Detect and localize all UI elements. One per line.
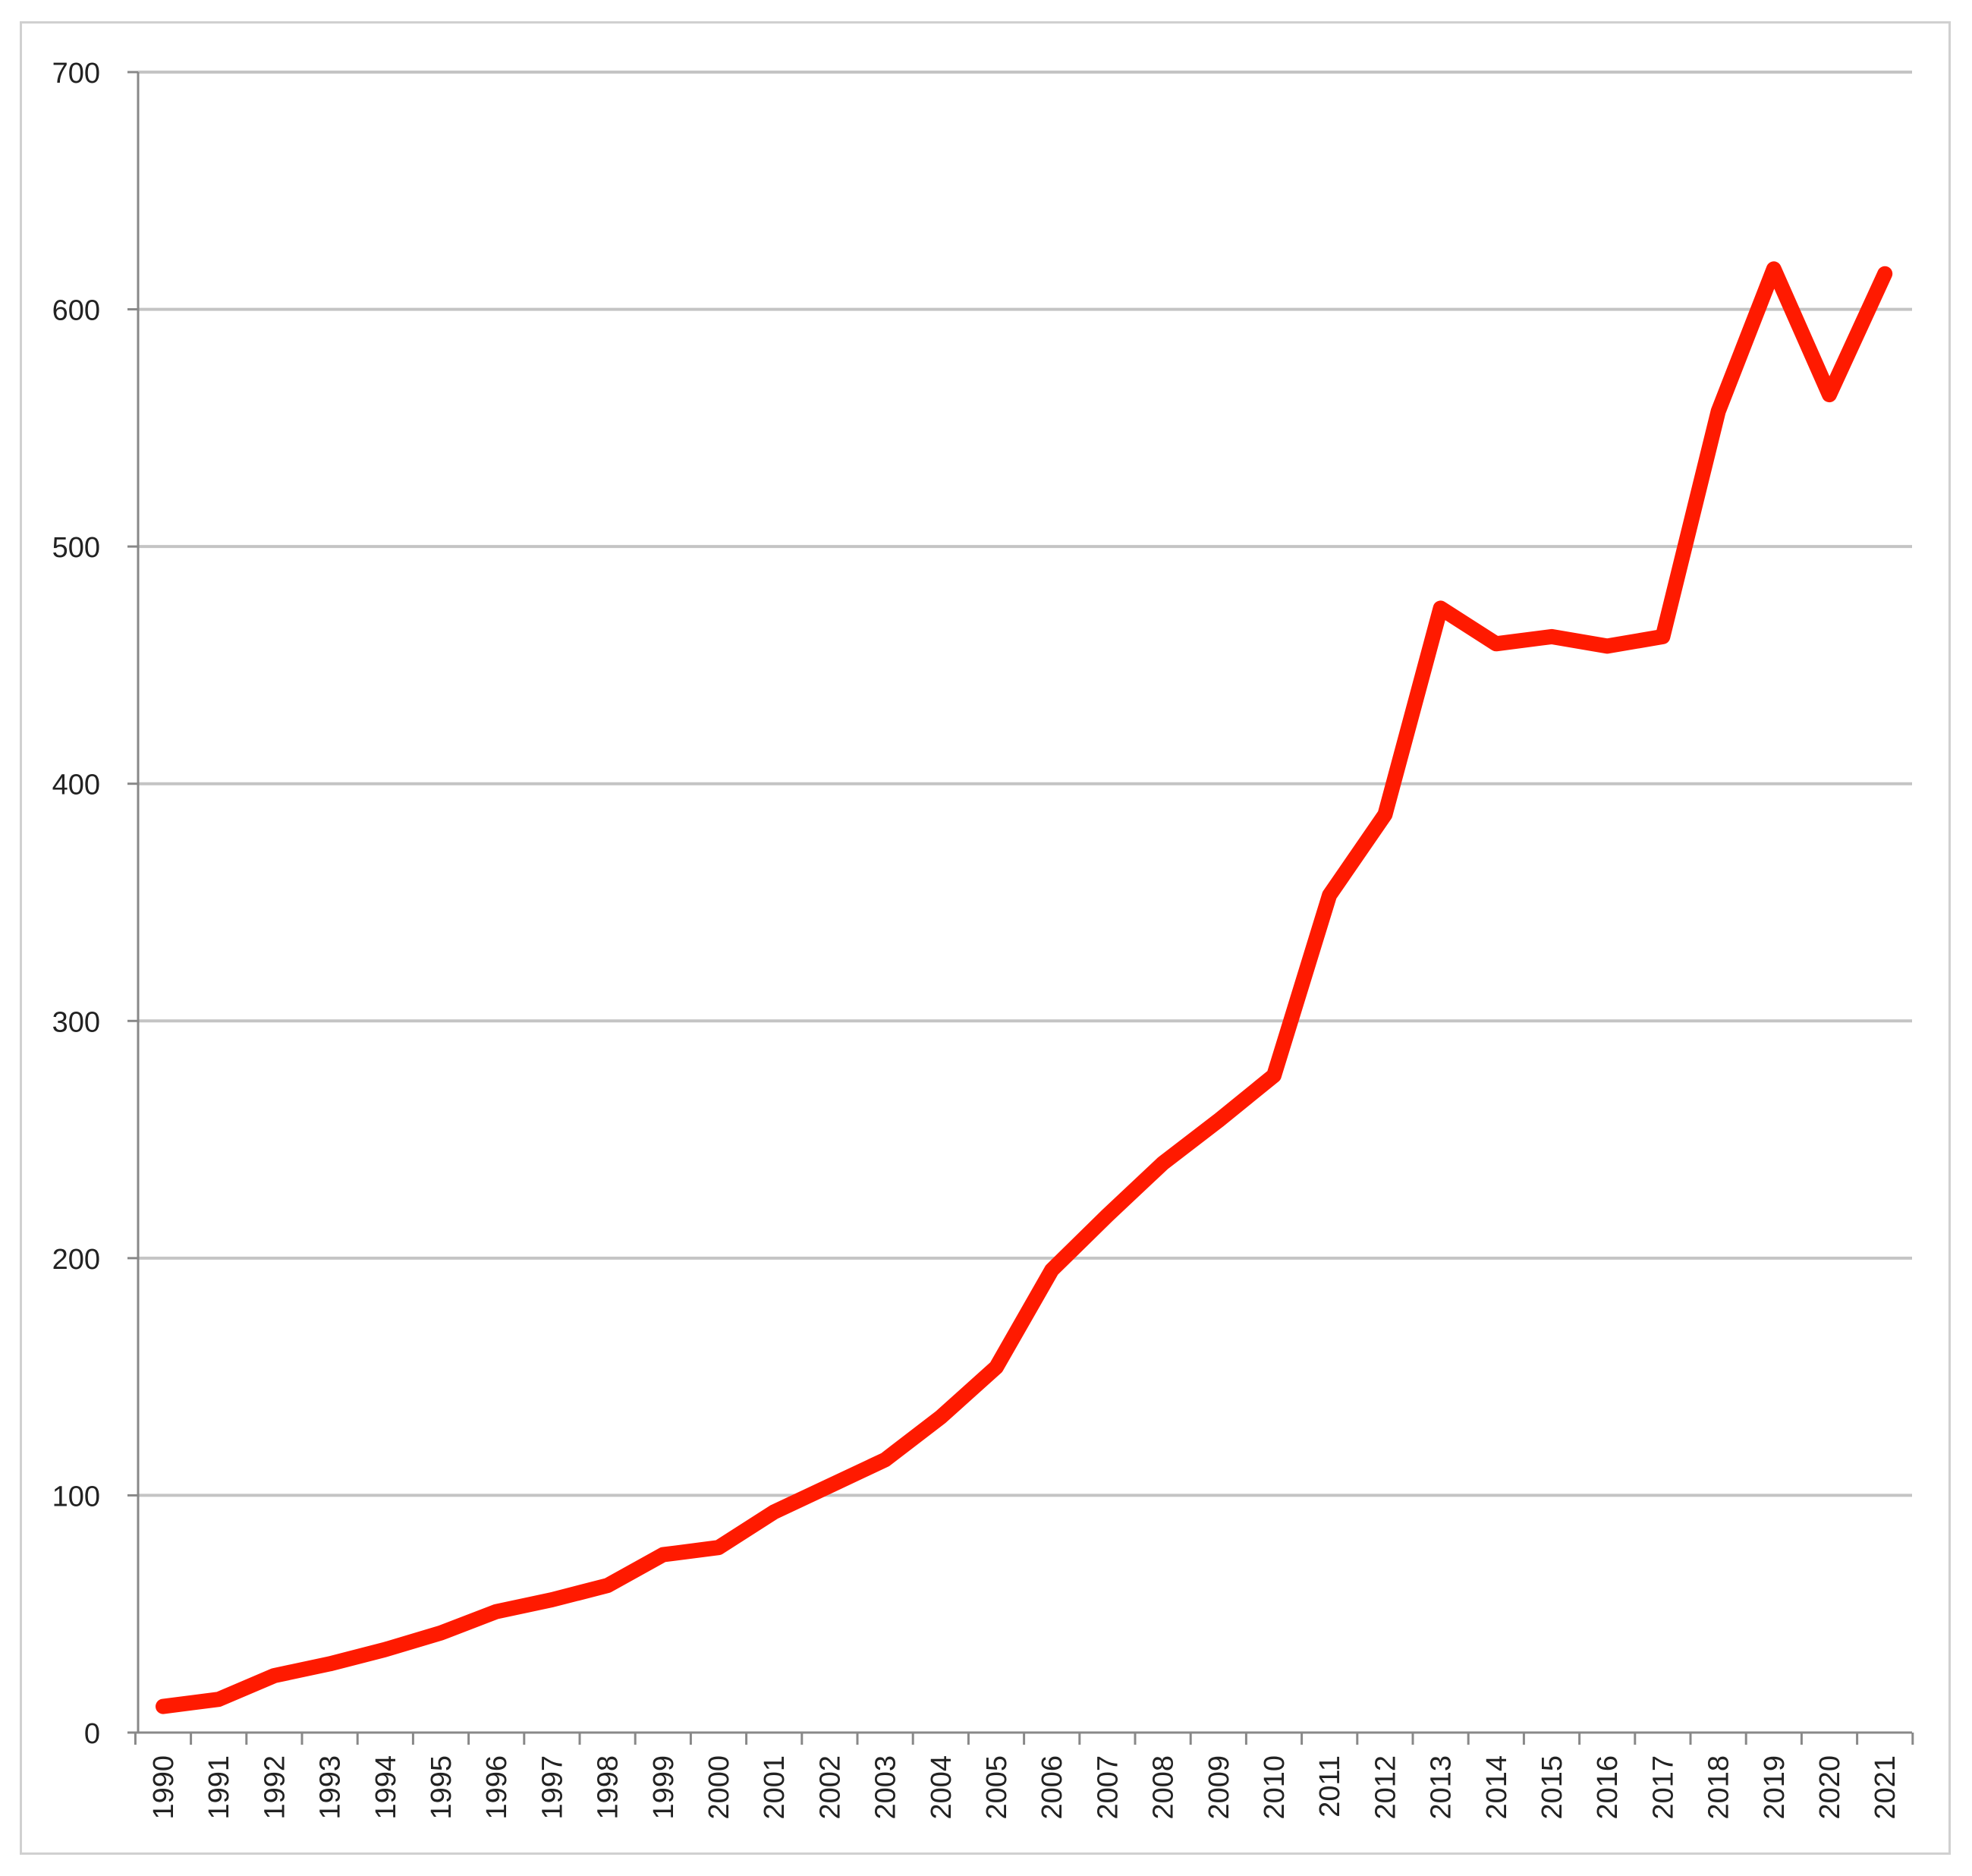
series-line-0 xyxy=(156,261,1893,1714)
x-tick-label: 2015 xyxy=(1536,1755,1568,1820)
x-tick-label: 1998 xyxy=(593,1755,624,1820)
y-tick-label: 0 xyxy=(84,1718,100,1750)
x-tick-label: 2007 xyxy=(1092,1755,1124,1820)
x-tick-label: 2005 xyxy=(981,1755,1013,1820)
x-tick-label: 2016 xyxy=(1592,1755,1624,1820)
x-tick-label: 1997 xyxy=(536,1755,568,1820)
x-tick-label: 2004 xyxy=(926,1755,958,1820)
x-tick-label: 2000 xyxy=(703,1755,735,1820)
y-axis-tick-labels: 0 100 200 300 400 500 600 700 xyxy=(52,58,100,1750)
chart-frame xyxy=(20,21,1951,1855)
y-tick-label: 300 xyxy=(52,1006,100,1038)
x-tick-label: 2009 xyxy=(1203,1755,1235,1820)
x-tick-label: 2006 xyxy=(1036,1755,1068,1820)
x-tick-label: 2002 xyxy=(814,1755,846,1820)
x-tick-label: 2017 xyxy=(1647,1755,1679,1820)
x-tick-label: 2012 xyxy=(1370,1755,1401,1820)
x-tick-label: 1993 xyxy=(315,1755,347,1820)
axes xyxy=(127,71,1914,1745)
series-layer xyxy=(156,261,1893,1714)
x-tick-label: 2013 xyxy=(1426,1755,1458,1820)
x-tick-label: 2011 xyxy=(1314,1755,1346,1818)
x-tick-label: 2003 xyxy=(870,1755,902,1820)
x-tick-label: 2008 xyxy=(1148,1755,1180,1820)
x-tick-label: 2010 xyxy=(1259,1755,1291,1820)
y-tick-label: 600 xyxy=(52,295,100,327)
y-tick-label: 200 xyxy=(52,1244,100,1276)
x-tick-label: 1995 xyxy=(426,1755,458,1820)
x-axis-tick-labels: 1990 1991 1992 1993 1994 1995 1996 1997 1998 1999… xyxy=(148,1755,1901,1820)
y-tick-label: 500 xyxy=(52,532,100,564)
gridlines xyxy=(138,71,1912,1497)
x-tick-label: 2021 xyxy=(1870,1755,1901,1820)
x-tick-label: 2019 xyxy=(1759,1755,1791,1820)
x-tick-label: 2014 xyxy=(1481,1755,1513,1820)
x-tick-label: 2018 xyxy=(1703,1755,1735,1820)
x-tick-label: 1996 xyxy=(481,1755,513,1820)
x-tick-label: 2001 xyxy=(759,1755,791,1820)
x-tick-label: 1999 xyxy=(648,1755,680,1820)
x-tick-label: 2020 xyxy=(1814,1755,1846,1820)
y-tick-label: 400 xyxy=(52,770,100,801)
y-tick-label: 700 xyxy=(52,58,100,90)
x-tick-label: 1994 xyxy=(370,1755,402,1820)
x-tick-label: 1992 xyxy=(259,1755,291,1820)
x-tick-label: 1990 xyxy=(148,1755,180,1820)
y-tick-label: 100 xyxy=(52,1481,100,1512)
x-tick-label: 1991 xyxy=(203,1755,235,1820)
